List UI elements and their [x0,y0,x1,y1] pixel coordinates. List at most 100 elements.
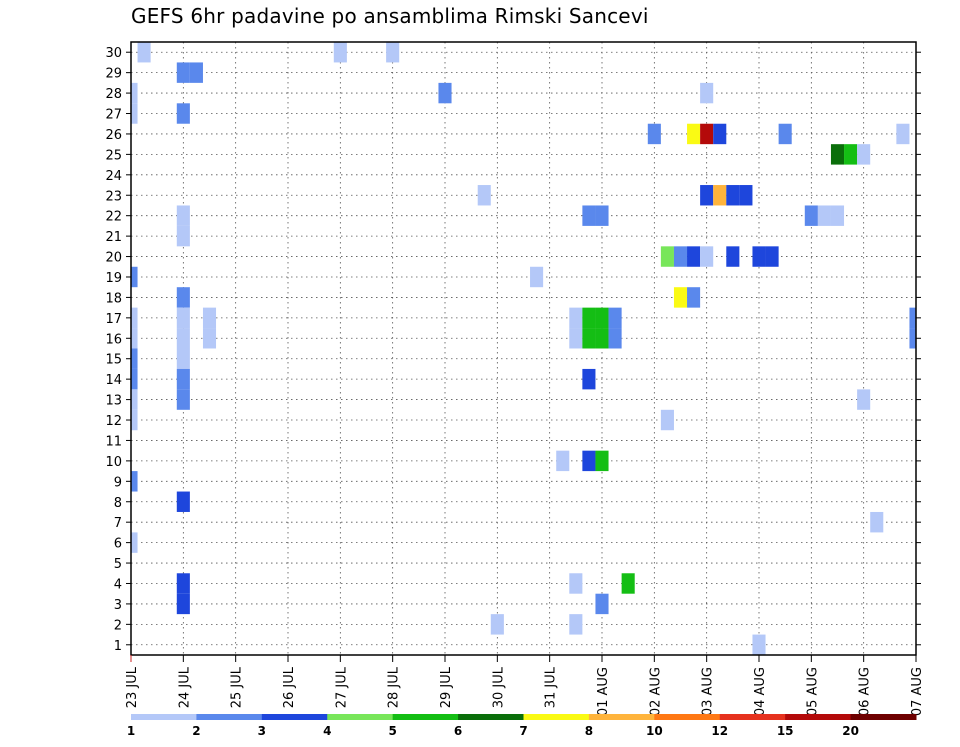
x-tick-label: 04 AUG [753,667,768,716]
data-cell [333,42,347,63]
y-tick-label: 25 [105,148,122,163]
colorbar-segment [392,714,459,720]
y-tick-label: 8 [114,496,122,511]
data-cell [176,491,190,512]
data-cell [739,185,753,206]
data-cell [569,573,583,594]
colorbar-label: 10 [646,724,663,738]
data-cell [176,103,190,124]
data-cell [131,103,138,124]
colorbar-label: 15 [777,724,794,738]
colorbar-label: 3 [258,724,266,738]
x-tick-label: 07 AUG [910,667,925,716]
data-cell [569,307,583,329]
data-cell [582,328,596,349]
y-tick-label: 29 [105,67,122,82]
data-cell [608,307,622,329]
plot-frame [130,41,917,656]
x-tick-label: 30 JUL [491,666,506,708]
data-cell [621,573,635,594]
colorbar-label: 12 [711,724,728,738]
y-tick-label: 1 [114,639,122,654]
x-tick-label: 28 JUL [387,666,402,708]
data-cell [131,368,138,390]
data-cell [131,328,138,349]
y-tick-label: 7 [114,516,122,531]
colorbar-segment [588,714,655,720]
data-cell [202,328,217,349]
colorbar-label: 1 [127,724,135,738]
x-tick-label: 03 AUG [701,667,716,716]
data-cell [131,532,138,553]
data-cell [765,246,779,267]
data-cell [673,287,688,308]
y-tick-label: 20 [105,251,122,266]
colorbar-segment [458,714,524,720]
data-cell [131,348,138,369]
data-cell [131,409,138,431]
data-cell [176,348,190,369]
data-cell [804,205,818,226]
colorbar-segment [654,714,721,720]
data-cell [556,450,570,472]
y-tick-label: 30 [105,46,122,61]
y-tick-label: 12 [105,414,122,429]
data-cell [870,511,884,533]
x-tick-label: 24 JUL [177,666,192,708]
data-cell [438,82,452,104]
y-tick-label: 27 [105,108,122,123]
data-cell [530,266,544,288]
colorbar-label: 4 [323,724,331,738]
data-cell [830,205,845,226]
data-cell [660,246,674,267]
data-cell [909,328,916,349]
data-cell [896,123,910,145]
y-tick-label: 15 [105,353,122,368]
data-cell [490,614,504,635]
data-cell [137,42,151,63]
x-tick-label: 23 JUL [125,666,140,708]
data-cell [595,307,609,329]
data-cell [752,634,766,655]
y-tick-label: 22 [105,210,122,225]
chart-title: GEFS 6hr padavine po ansamblima Rimski S… [131,4,649,28]
data-cell [700,123,714,145]
colorbar-segment [261,714,328,720]
colorbar-segment [196,714,263,720]
data-cell [687,287,701,308]
data-cell [176,573,190,594]
y-tick-label: 26 [105,128,122,143]
data-cell [817,205,831,226]
data-cell [595,328,609,349]
x-tick-label: 29 JUL [439,666,454,708]
data-cell [176,328,190,349]
data-cell [176,368,190,390]
data-cell [176,225,190,247]
data-cell [687,246,701,267]
data-cell [726,185,740,206]
x-tick-label: 06 AUG [858,667,873,716]
data-cell [660,409,674,431]
data-cell [131,389,138,410]
y-tick-label: 23 [105,189,122,204]
data-cell [595,450,609,472]
data-cell [713,185,727,206]
colorbar-label: 5 [388,724,396,738]
colorbar-segment [850,714,917,720]
data-cell [582,205,596,226]
y-tick-label: 9 [114,475,122,490]
data-cell [713,123,727,145]
y-tick-label: 13 [105,394,122,409]
y-tick-label: 21 [105,230,122,245]
data-cell [726,246,740,267]
data-cell [608,328,622,349]
data-cell [189,62,203,83]
y-tick-label: 14 [105,373,122,388]
y-tick-label: 5 [114,557,122,572]
colorbar-label: 20 [842,724,859,738]
y-tick-label: 11 [105,434,122,449]
colorbar-segment [327,714,394,720]
data-cell [176,205,190,226]
